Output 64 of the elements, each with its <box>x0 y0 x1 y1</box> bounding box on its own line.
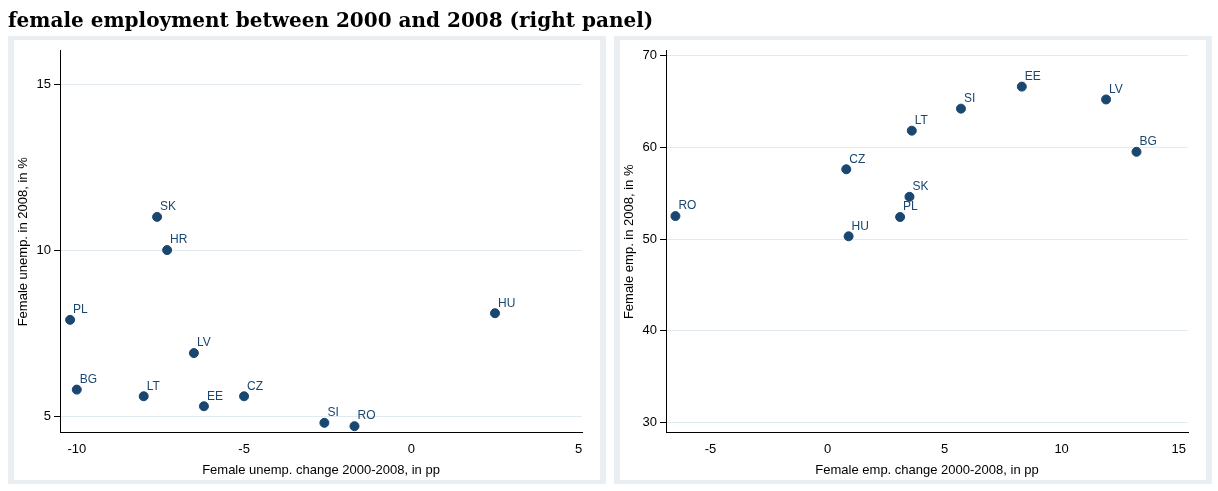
x-tick-label: 10 <box>1054 441 1069 457</box>
annotation: HU <box>498 295 516 310</box>
annotation: LT <box>914 113 929 127</box>
point <box>670 211 681 222</box>
y-tick-label: 40 <box>642 322 658 338</box>
annotation: PL <box>73 302 89 317</box>
x-tick-label: -10 <box>67 441 87 457</box>
y-tick-label: 60 <box>642 138 658 154</box>
annotation: BG <box>1139 134 1157 149</box>
point <box>841 164 852 175</box>
annotation: PL <box>903 199 919 214</box>
y-tick-label: 50 <box>642 230 658 246</box>
annotation: EE <box>1024 68 1041 83</box>
x-tick-label: 0 <box>823 441 832 457</box>
point <box>843 231 854 242</box>
annotation: LT <box>146 378 161 393</box>
annotation: EE <box>206 388 223 403</box>
y-axis-title: Female emp. in 2008, in % <box>621 164 637 320</box>
point <box>65 314 76 325</box>
x-axis-title: Female unemp. change 2000-2008, in pp <box>202 461 440 477</box>
point <box>188 348 199 359</box>
annotation: RO <box>678 198 697 213</box>
point <box>955 103 966 114</box>
annotation: SK <box>912 179 929 194</box>
x-tick-label: -5 <box>704 441 717 457</box>
annotation: BG <box>79 371 98 386</box>
point <box>1101 94 1112 105</box>
annotation: HU <box>851 218 869 233</box>
point <box>349 421 360 432</box>
x-tick-label: -5 <box>238 441 250 457</box>
point <box>239 391 250 402</box>
annotation: LV <box>196 335 211 350</box>
annotation: HR <box>170 232 188 247</box>
annotation: SI <box>963 90 976 105</box>
point <box>1016 81 1027 92</box>
annotation: CZ <box>849 151 866 166</box>
point <box>895 212 906 223</box>
chart-title: female employment between 2000 and 2008 (right panel) <box>8 8 655 32</box>
y-tick-label: 70 <box>642 46 658 62</box>
point <box>906 125 917 136</box>
point <box>490 308 501 319</box>
point <box>152 211 163 222</box>
point <box>319 417 330 428</box>
y-tick-label: 30 <box>642 414 658 430</box>
x-tick-label: 5 <box>940 441 949 457</box>
annotation: LV <box>1109 81 1123 96</box>
x-tick-label: 5 <box>575 441 583 457</box>
x-tick-label: 15 <box>1171 441 1186 457</box>
point <box>71 384 82 395</box>
y-tick-label: 10 <box>36 241 52 257</box>
y-tick-label: 5 <box>43 407 52 423</box>
point <box>1131 146 1142 157</box>
point <box>162 245 173 256</box>
annotation: SI <box>327 405 339 420</box>
point <box>904 191 915 202</box>
x-tick-label: 0 <box>407 441 415 457</box>
point <box>138 391 149 402</box>
annotation: RO <box>357 408 376 423</box>
x-axis-title: Female emp. change 2000-2008, in pp <box>815 461 1039 477</box>
annotation: SK <box>160 199 177 214</box>
point <box>198 401 209 412</box>
annotation: CZ <box>247 378 264 393</box>
y-axis-title: Female unemp. in 2008, in % <box>15 156 31 327</box>
y-tick-label: 15 <box>36 75 52 91</box>
